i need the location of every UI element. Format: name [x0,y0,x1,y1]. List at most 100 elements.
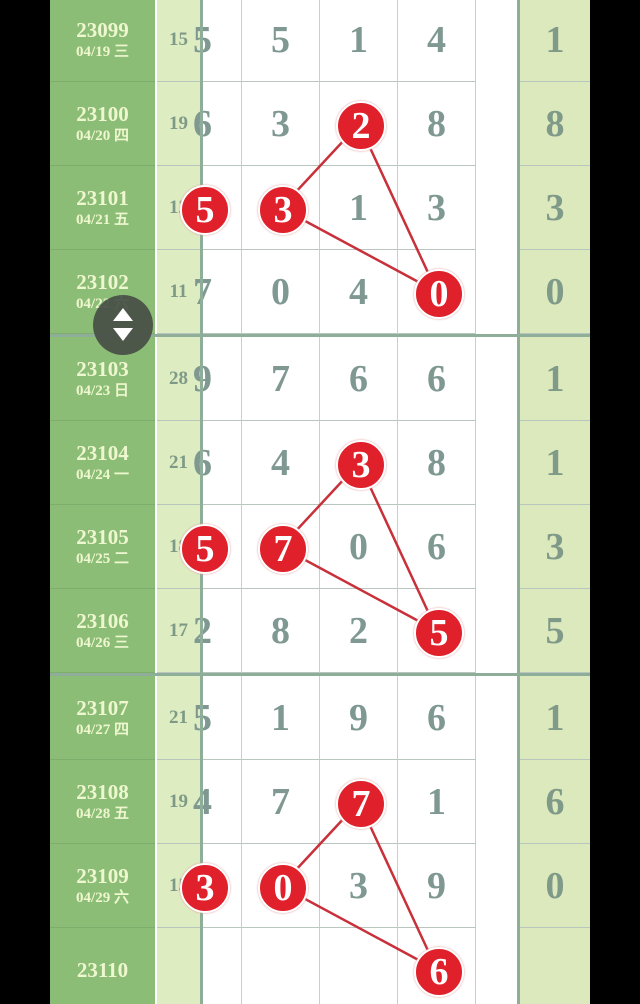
last-digit-cell [520,928,590,1004]
digit-cell [242,928,320,1004]
issue-date: 04/29 六 [76,889,129,906]
sum-cell: 17 [157,589,200,673]
group-divider [50,334,590,337]
hit-ball: 5 [180,185,230,235]
digit-cell [320,928,398,1004]
hit-ball: 0 [414,269,464,319]
digit-cell [164,505,242,589]
issue-date: 04/26 三 [76,634,129,651]
issue-cell: 23101 04/21 五 [50,166,155,250]
issue-cell: 23109 04/29 六 [50,844,155,928]
digit-cell [242,166,320,250]
digit-cell [164,166,242,250]
group-divider [50,673,590,676]
hit-ball: 6 [414,947,464,997]
issue-number: 23104 [76,440,129,465]
sum-cell: 19 [157,82,200,166]
hit-ball: 3 [258,185,308,235]
issue-date: 04/27 四 [76,721,129,738]
issue-number: 23103 [76,356,129,381]
issue-number: 23110 [76,957,129,982]
digit-cell [398,589,476,673]
issue-cell: 23107 04/27 四 [50,676,155,760]
issue-number: 23100 [76,101,129,126]
digit-cell: 2 [320,589,398,673]
last-digit-cell: 6 [520,760,590,844]
issue-date: 04/20 四 [76,127,129,144]
issue-date: 04/21 五 [76,211,129,228]
last-digit-cell: 3 [520,166,590,250]
hit-ball: 5 [414,608,464,658]
digit-cell: 8 [398,421,476,505]
digit-cell: 4 [398,0,476,82]
issue-cell: 23110 [50,928,155,1004]
hit-ball: 3 [336,440,386,490]
last-digit-cell: 0 [520,250,590,334]
issue-cell: 23108 04/28 五 [50,760,155,844]
digit-cell: 6 [320,337,398,421]
issue-number: 23105 [76,524,129,549]
digit-cell: 9 [320,676,398,760]
hit-ball: 3 [180,863,230,913]
digit-cell [398,250,476,334]
arrow-down-icon [113,328,133,341]
issue-number: 23107 [76,695,129,720]
digit-cell [320,82,398,166]
connection-line [280,884,438,972]
draw-row: 23107 04/27 四 2151961 [50,676,590,760]
hit-ball: 7 [258,524,308,574]
connection-line [280,545,438,633]
digit-cell: 5 [242,0,320,82]
last-digit-cell: 1 [520,421,590,505]
digit-cell [164,928,242,1004]
sum-cell: 28 [157,337,200,421]
scroll-up-down-button[interactable] [93,295,153,355]
digit-cell: 3 [242,82,320,166]
draw-row: 23105 04/25 二 18 0 6 3 [50,505,590,589]
draw-row: 23104 04/24 一 216481 [50,421,590,505]
connection-line [357,462,439,632]
draw-row: 23109 04/29 六 15 3 9 0 [50,844,590,928]
digit-cell: 1 [398,760,476,844]
issue-number: 23109 [76,863,129,888]
arrow-up-icon [113,308,133,321]
trend-chart[interactable]: 23099 04/19 三 1555141 23100 04/20 四 1963… [50,0,590,1004]
digit-cell [242,505,320,589]
digit-cell: 7 [242,760,320,844]
connection-lines [280,123,439,972]
hit-ball: 0 [258,863,308,913]
issue-cell: 23104 04/24 一 [50,421,155,505]
draw-row: 23106 04/26 三 172825 [50,589,590,673]
digit-cell: 6 [398,337,476,421]
hit-ball: 2 [336,101,386,151]
column-divider [517,0,520,1004]
issue-number: 23102 [76,269,129,294]
draw-row: 23110 [50,928,590,1004]
issue-number: 23101 [76,185,129,210]
digit-cell: 6 [398,505,476,589]
connection-line [357,801,439,971]
issue-cell: 23105 04/25 二 [50,505,155,589]
issue-number: 23108 [76,779,129,804]
digit-cell: 7 [242,337,320,421]
connection-line [280,206,438,294]
digit-cell: 8 [242,589,320,673]
issue-cell: 23100 04/20 四 [50,82,155,166]
issue-date: 04/24 一 [76,466,129,483]
digit-cell: 6 [398,676,476,760]
digit-cell [398,928,476,1004]
last-digit-cell: 8 [520,82,590,166]
sum-cell: 11 [157,250,200,334]
digit-cell [320,760,398,844]
issue-date: 04/23 日 [76,382,129,399]
digit-cell: 0 [242,250,320,334]
digit-cell: 8 [398,82,476,166]
connection-line [357,123,439,293]
sum-cell [157,928,200,1004]
digit-cell: 1 [320,0,398,82]
issue-cell: 23106 04/26 三 [50,589,155,673]
draw-row: 23101 04/21 五 12 1 3 3 [50,166,590,250]
draw-row: 23108 04/28 五 194716 [50,760,590,844]
draw-row: 23099 04/19 三 1555141 [50,0,590,82]
sum-cell: 21 [157,676,200,760]
